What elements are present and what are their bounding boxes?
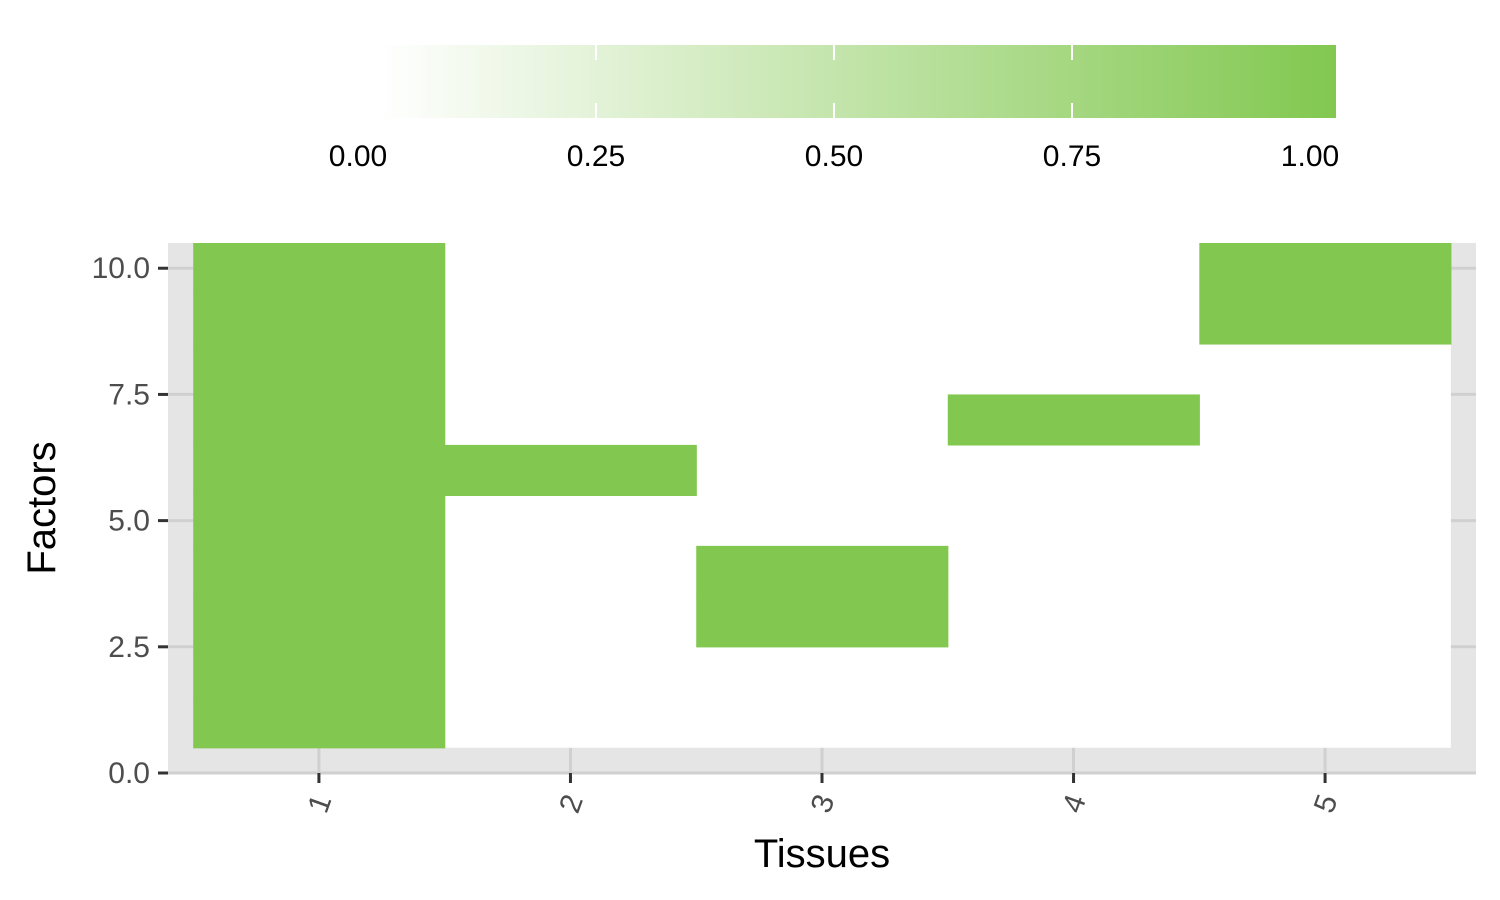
plot-area: 0.0 2.5 5.0 7.5 10.0 1 2 3 4 5: [92, 243, 1476, 817]
y-tick-label: 2.5: [108, 631, 150, 664]
colorbar-ticks: [595, 45, 1073, 118]
colorbar-label: 0.25: [567, 140, 625, 173]
x-tick-label: 1: [302, 790, 339, 817]
heatmap-cell: [193, 545, 446, 597]
heatmap-cell: [193, 495, 446, 547]
heatmap-cell: [444, 444, 697, 496]
heatmap-cell: [193, 243, 446, 295]
heatmap-cell: [1199, 243, 1452, 295]
x-tick-label: 5: [1308, 790, 1345, 817]
y-tick-label: 0.0: [108, 757, 150, 790]
x-axis-title: Tissues: [754, 832, 890, 876]
heatmap-cell: [193, 293, 446, 345]
x-tick-label: 4: [1056, 790, 1093, 817]
heatmap-cell: [696, 596, 949, 648]
colorbar-legend: 0.00 0.25 0.50 0.75 1.00: [329, 45, 1339, 173]
colorbar-label: 0.00: [329, 140, 387, 173]
y-tick-label: 5.0: [108, 505, 150, 538]
colorbar-label: 0.75: [1043, 140, 1101, 173]
heatmap-cell: [947, 394, 1200, 446]
heatmap-cell: [193, 394, 446, 446]
y-axis-title: Factors: [20, 441, 64, 574]
colorbar: [380, 45, 1336, 118]
colorbar-labels: 0.00 0.25 0.50 0.75 1.00: [329, 140, 1339, 173]
heatmap-cell: [193, 646, 446, 698]
x-axis: 1 2 3 4 5: [302, 773, 1345, 817]
colorbar-label: 1.00: [1281, 140, 1339, 173]
heatmap-cell: [193, 697, 446, 749]
colorbar-label: 0.50: [805, 140, 863, 173]
heatmap-cell: [193, 596, 446, 648]
heatmap-cell: [696, 545, 949, 597]
y-tick-label: 7.5: [108, 378, 150, 411]
y-axis: 0.0 2.5 5.0 7.5 10.0: [92, 252, 168, 790]
y-tick-label: 10.0: [92, 252, 150, 285]
x-tick-label: 2: [553, 790, 590, 817]
heatmap-cells: [193, 243, 1452, 749]
heatmap-cell: [1199, 293, 1452, 345]
x-tick-label: 3: [805, 790, 842, 817]
heatmap-cell: [193, 444, 446, 496]
heatmap-cell: [193, 343, 446, 396]
